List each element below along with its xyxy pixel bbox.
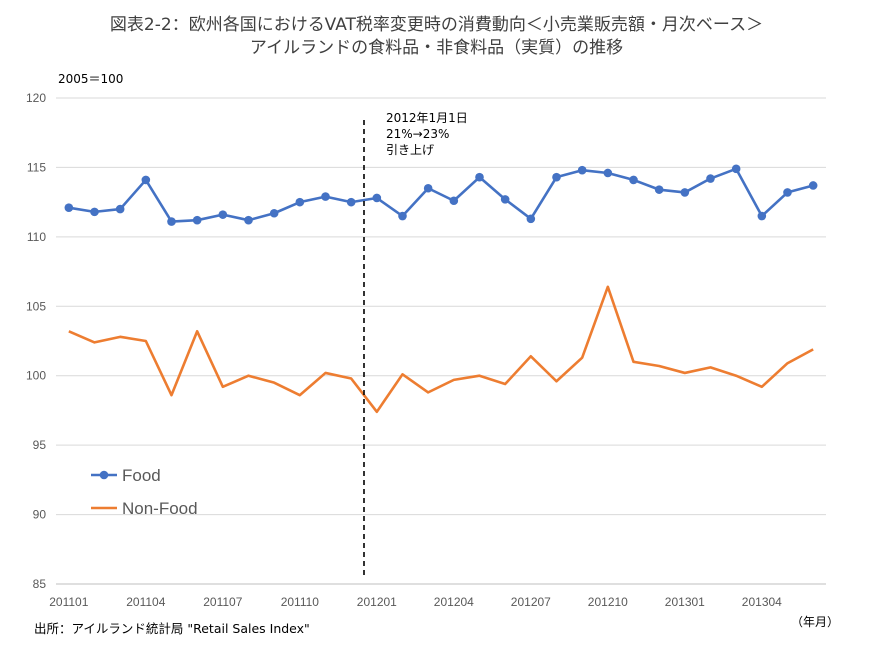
food-data-point: [629, 175, 638, 185]
vat-change-annotation: 2012年1月1日 21%→23% 引き上げ: [363, 111, 468, 578]
x-tick-label: 201104: [126, 595, 165, 609]
x-tick-label: 201101: [49, 595, 88, 609]
food-data-point: [218, 210, 228, 219]
x-tick-label: 201301: [665, 595, 705, 609]
food-data-point: [372, 193, 382, 203]
gridlines: [56, 97, 826, 585]
food-data-point: [449, 196, 459, 206]
y-tick-labels: 85 90 95 100 105 110 115 120: [26, 91, 46, 591]
food-data-point: [654, 185, 664, 194]
annotation-text: 引き上げ: [386, 143, 434, 157]
food-series-line: [68, 167, 814, 223]
food-data-point: [321, 192, 330, 201]
source-note: 出所：アイルランド統計局 "Retail Sales Index": [34, 621, 310, 636]
non-food-series-line: [68, 285, 814, 414]
food-data-point: [423, 183, 433, 193]
food-data-point: [269, 208, 279, 218]
food-data-point: [808, 181, 818, 190]
x-tick-label: 201107: [203, 595, 242, 609]
chart-title-line-1: 図表2-2：欧州各国におけるVAT税率変更時の消費動向＜小売業販売額・月次ベース…: [109, 15, 764, 35]
x-tick-label: 201207: [511, 595, 551, 609]
food-data-point: [706, 174, 715, 183]
series-group: [64, 164, 818, 414]
legend-non-food-label: Non-Food: [122, 499, 198, 518]
food-data-point: [244, 215, 253, 225]
x-tick-label: 201210: [588, 595, 628, 609]
y-tick-label: 110: [27, 230, 46, 244]
food-data-point: [346, 197, 356, 207]
chart-title-line-2: アイルランドの食料品・非食料品（実質）の推移: [249, 38, 624, 58]
y-tick-label: 85: [33, 577, 47, 591]
food-data-point: [475, 172, 484, 182]
food-data-point: [500, 195, 510, 204]
food-data-point: [90, 207, 99, 217]
food-data-point: [552, 172, 561, 182]
y-tick-label: 100: [26, 369, 46, 383]
y-tick-label: 115: [27, 160, 46, 174]
y-tick-label: 95: [33, 438, 47, 452]
y-tick-label: 120: [26, 91, 46, 105]
x-tick-label: 201110: [281, 595, 320, 609]
x-tick-labels: 201101 201104 201107 201110 201201 201204 2012…: [49, 595, 782, 609]
food-data-point: [526, 214, 536, 224]
food-data-point: [731, 164, 741, 174]
chart-title: 図表2-2：欧州各国におけるVAT税率変更時の消費動向＜小売業販売額・月次ベース…: [0, 14, 873, 60]
food-data-point: [64, 203, 74, 212]
legend: Food Non-Food: [91, 466, 198, 518]
food-data-point: [757, 211, 767, 221]
y-tick-label: 90: [33, 508, 47, 522]
legend-food-label: Food: [122, 466, 161, 485]
food-data-point: [603, 168, 613, 178]
food-data-point: [192, 215, 202, 225]
annotation-text: 21%→23%: [386, 127, 449, 141]
food-data-point: [577, 165, 587, 175]
food-data-point: [295, 197, 305, 207]
x-axis-label: （年月）: [791, 615, 839, 629]
x-tick-label: 201304: [742, 595, 782, 609]
y-axis-label: 2005＝100: [58, 72, 123, 86]
y-tick-label: 105: [26, 299, 46, 313]
x-tick-label: 201201: [357, 595, 397, 609]
food-data-point: [167, 217, 176, 226]
x-tick-label: 201204: [434, 595, 474, 609]
annotation-text: 2012年1月1日: [386, 111, 468, 125]
food-data-point: [398, 211, 407, 221]
legend-food-marker: [99, 470, 109, 480]
food-data-point: [141, 175, 151, 185]
food-data-point: [783, 188, 792, 197]
food-data-point: [115, 204, 125, 214]
food-data-point: [680, 188, 690, 197]
